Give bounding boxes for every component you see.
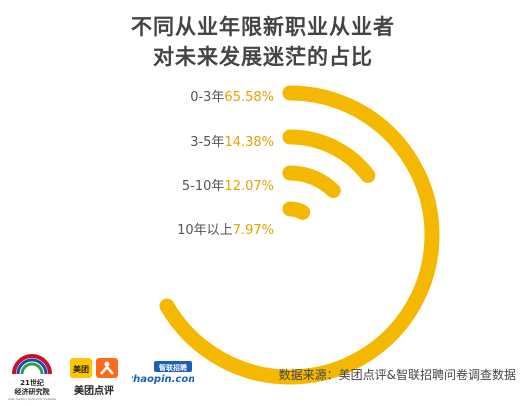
meituan-dianping-logo: 美团 美团点评 [68, 356, 124, 400]
logo21-sub: 21st century economic institute [8, 397, 56, 401]
arc-bar-2 [282, 129, 376, 184]
category-label-3: 5-10年 [182, 179, 225, 194]
logo21-name: 经济研究院 [15, 387, 50, 396]
zhaopin-logo-icon: 智联招聘 zhaopin.com [126, 361, 199, 385]
value-label-1: 65.58% [224, 90, 274, 105]
21-logo-icon: 21世纪 经济研究院 21st century economic institu… [8, 354, 56, 401]
chart-title-line-2: 对未来发展迷茫的占比 [153, 45, 373, 69]
arc-label-3: 5-10年12.07% [182, 179, 274, 194]
data-source-note: 数据来源：美团点评&智联招聘问卷调查数据 [278, 368, 516, 382]
arc-bar-4 [282, 201, 311, 220]
logo21-number: 21世纪 [20, 378, 44, 387]
arc-label-4: 10年以上7.97% [177, 223, 274, 238]
category-label-2: 3-5年 [190, 135, 224, 150]
value-label-4: 7.97% [233, 223, 274, 238]
category-label-4: 10年以上 [177, 223, 233, 238]
zhaopin-logo: 智联招聘 zhaopin.com [126, 360, 199, 386]
arc-bar-1 [159, 85, 440, 385]
chart-title-line-1: 不同从业年限新职业从业者 [131, 15, 395, 39]
21st-century-institute-logo: 21世纪 经济研究院 21st century economic institu… [6, 352, 58, 402]
arc-label-2: 3-5年14.38% [190, 135, 274, 150]
category-label-1: 0-3年 [190, 90, 224, 105]
meituan-badge-text: 美团 [73, 364, 89, 374]
arc-bar-3 [282, 165, 341, 199]
value-label-3: 12.07% [224, 179, 274, 194]
meituan-logo-icon: 美团 美团点评 [70, 358, 118, 397]
arc-label-1: 0-3年65.58% [190, 90, 274, 105]
zhaopin-text: zhaopin.com [132, 374, 194, 385]
value-label-2: 14.38% [224, 135, 274, 150]
meituan-name: 美团点评 [74, 384, 114, 397]
zhaopin-badge: 智联招聘 [159, 363, 187, 372]
